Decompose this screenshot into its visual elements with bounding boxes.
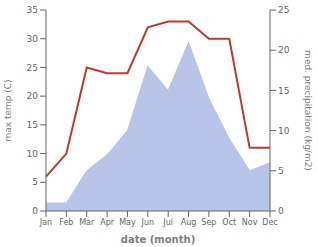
svg-text:20: 20 [278,45,290,55]
svg-text:25: 25 [278,5,289,15]
svg-text:med. precipitation (kg/m2): med. precipitation (kg/m2) [303,50,310,171]
svg-text:20: 20 [27,91,39,101]
svg-text:10: 10 [278,126,290,136]
svg-text:May: May [119,218,136,227]
svg-text:25: 25 [27,63,38,73]
svg-text:Oct: Oct [222,218,236,227]
svg-text:35: 35 [27,5,38,15]
svg-text:max temp (C): max temp (C) [8,79,13,141]
svg-text:Mar: Mar [79,218,95,227]
svg-text:5: 5 [278,166,284,176]
svg-text:Dec: Dec [262,218,277,227]
svg-text:5: 5 [32,177,38,187]
svg-text:30: 30 [27,34,39,44]
svg-text:10: 10 [27,149,39,159]
svg-text:Feb: Feb [59,218,73,227]
svg-text:0: 0 [32,206,38,216]
svg-text:Apr: Apr [100,218,115,227]
svg-text:15: 15 [27,120,38,130]
svg-text:Sep: Sep [201,218,216,227]
svg-text:15: 15 [278,86,289,96]
svg-text:Jul: Jul [162,218,173,227]
svg-text:0: 0 [278,206,284,216]
svg-text:Jun: Jun [141,218,155,227]
svg-text:date (month): date (month) [121,234,195,245]
svg-text:Jan: Jan [39,218,52,227]
svg-text:Aug: Aug [181,218,197,227]
svg-text:Nov: Nov [242,218,258,227]
